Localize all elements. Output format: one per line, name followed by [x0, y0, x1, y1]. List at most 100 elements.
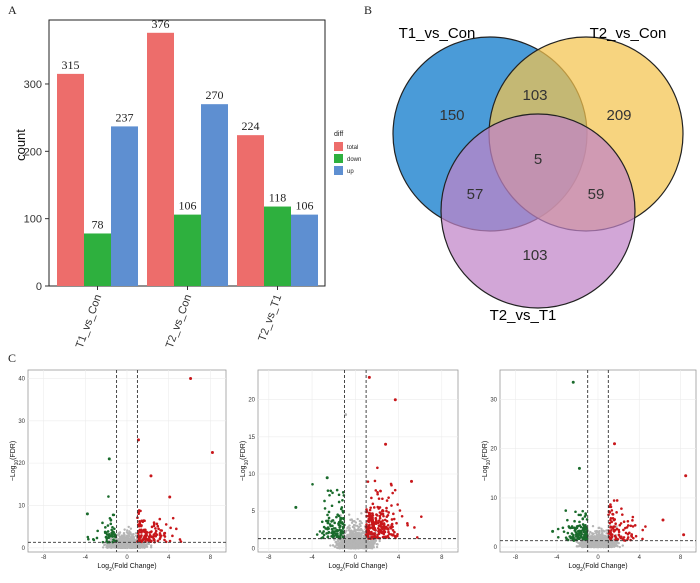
- venn-count-t2con-t2t1: 59: [588, 186, 605, 203]
- point-down: [107, 533, 111, 536]
- point-ns: [358, 534, 362, 538]
- point-up: [609, 516, 613, 520]
- point-up: [168, 539, 172, 543]
- volcano-y-tick-label: 15: [248, 435, 255, 441]
- point-up: [370, 532, 374, 535]
- point-up: [609, 538, 612, 541]
- point-up: [406, 523, 409, 527]
- point-down: [311, 482, 314, 486]
- point-ns: [354, 521, 358, 524]
- point-up: [406, 522, 409, 525]
- point-ns: [601, 540, 605, 544]
- point-up: [381, 497, 384, 501]
- point-up: [369, 514, 373, 518]
- point-up: [385, 509, 388, 513]
- point-down: [575, 526, 579, 530]
- point-ns: [339, 546, 343, 550]
- point-down: [582, 524, 586, 528]
- point-ns: [597, 545, 601, 548]
- point-down: [578, 520, 581, 524]
- venn-set-label-t2-vs-con: T2_vs_Con: [590, 25, 667, 42]
- point-up: [619, 522, 623, 525]
- bar-y-tick-label: 200: [24, 146, 42, 158]
- point-down: [113, 527, 116, 531]
- point-ns: [591, 524, 595, 528]
- point-up: [629, 524, 633, 528]
- point-ns: [119, 536, 123, 539]
- point-up: [610, 509, 614, 512]
- point-up: [375, 513, 378, 516]
- point-up: [175, 527, 178, 531]
- point-ns: [368, 545, 371, 548]
- volcano-frame: [257, 369, 459, 553]
- volcano-x-axis-title: Log2(Fold Change): [568, 563, 627, 573]
- point-up: [142, 528, 146, 532]
- volcano-y-tick-label: 40: [18, 376, 25, 382]
- point-ns: [350, 541, 353, 544]
- point-down: [327, 516, 331, 520]
- venn-count-t1-only: 150: [439, 107, 464, 124]
- point-ns: [127, 525, 130, 529]
- point-ns: [368, 541, 371, 545]
- point-down: [325, 532, 328, 535]
- bar-up: [201, 104, 228, 286]
- point-ns: [103, 543, 106, 547]
- point-ns: [349, 532, 352, 535]
- point-up: [611, 512, 614, 516]
- volcano-y-axis-title: −Log10(FDR): [240, 441, 250, 481]
- point-down: [108, 516, 112, 520]
- point-up: [138, 539, 141, 543]
- point-down: [333, 521, 336, 525]
- point-down: [323, 499, 326, 503]
- point-ns: [360, 539, 363, 543]
- point-up: [148, 539, 152, 542]
- point-up: [139, 509, 142, 513]
- point-up: [615, 527, 619, 531]
- point-down: [332, 530, 336, 533]
- point-ns: [575, 545, 579, 548]
- point-down: [574, 510, 577, 514]
- point-ns: [609, 545, 613, 549]
- point-up: [365, 523, 368, 526]
- point-down: [584, 537, 587, 540]
- point-down: [335, 528, 339, 532]
- point-down: [570, 525, 574, 528]
- legend-label-total: total: [347, 145, 358, 151]
- point-up: [156, 539, 160, 543]
- venn-circle-t2-vs-t1: [440, 113, 636, 309]
- point-up: [390, 518, 394, 521]
- point-up: [391, 491, 394, 495]
- point-ns: [125, 534, 128, 537]
- point-ns: [593, 539, 596, 542]
- point-ns: [331, 544, 335, 547]
- point-ns: [352, 534, 355, 538]
- point-down: [327, 530, 331, 534]
- point-ns: [600, 529, 604, 533]
- point-ns: [598, 533, 602, 537]
- point-ns: [132, 532, 135, 536]
- point-down: [341, 525, 345, 529]
- point-up: [378, 514, 382, 518]
- point-up: [398, 509, 402, 512]
- point-down: [339, 518, 342, 522]
- point-down: [342, 517, 345, 521]
- volcano-y-tick-label: 20: [18, 461, 25, 467]
- point-up: [377, 529, 381, 532]
- point-ns: [118, 545, 122, 549]
- legend-title: diff: [334, 131, 343, 138]
- point-ns: [128, 530, 131, 533]
- volcano-x-tick-label: -8: [266, 555, 272, 561]
- point-ns: [123, 528, 126, 531]
- point-down: [86, 535, 90, 539]
- volcano-x-tick-label: 0: [354, 555, 358, 561]
- point-down: [110, 533, 114, 536]
- point-down: [337, 500, 341, 504]
- bar-x-tick-label: T1_vs_Con: [74, 293, 105, 350]
- point-ns: [618, 545, 622, 549]
- point-up: [368, 516, 372, 520]
- point-up: [145, 530, 148, 534]
- point-up: [641, 528, 645, 532]
- point-down: [327, 510, 331, 514]
- point-up: [379, 524, 382, 527]
